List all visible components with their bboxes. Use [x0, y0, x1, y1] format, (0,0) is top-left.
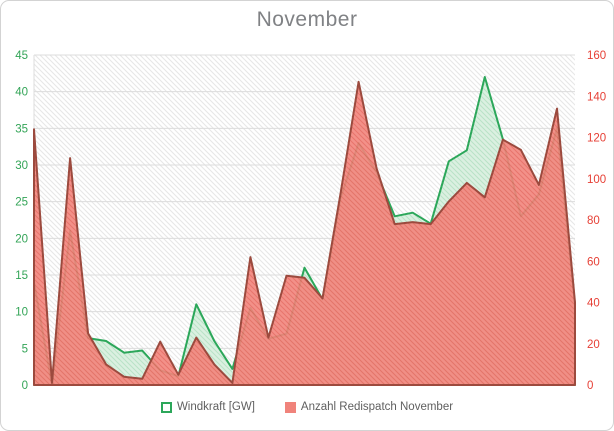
svg-text:30: 30 [15, 160, 28, 172]
svg-text:20: 20 [15, 233, 28, 245]
redispatch-legend-marker-icon [284, 401, 296, 413]
svg-text:35: 35 [15, 123, 28, 135]
svg-text:80: 80 [587, 215, 600, 227]
svg-text:25: 25 [15, 197, 28, 209]
svg-text:0: 0 [587, 380, 593, 392]
svg-text:10: 10 [15, 307, 28, 319]
windkraft-legend-marker-icon [160, 401, 172, 413]
svg-text:45: 45 [15, 50, 28, 62]
legend: Windkraft [GW] Anzahl Redispatch Novembe… [1, 401, 613, 413]
legend-item-redispatch[interactable]: Anzahl Redispatch November [284, 401, 454, 413]
left-axis-labels: 45 40 35 30 25 20 15 10 5 0 [15, 50, 28, 392]
svg-text:5: 5 [22, 343, 28, 355]
right-axis-labels: 160 140 120 100 80 60 40 20 0 [587, 50, 606, 392]
svg-text:40: 40 [15, 87, 28, 99]
area-series [33, 76, 576, 386]
svg-text:15: 15 [15, 270, 28, 282]
legend-label: Windkraft [GW] [176, 401, 255, 413]
svg-text:160: 160 [587, 50, 606, 62]
svg-text:40: 40 [587, 298, 600, 310]
chart-title: November [256, 8, 358, 31]
svg-text:0: 0 [22, 380, 28, 392]
legend-item-windkraft[interactable]: Windkraft [GW] [160, 401, 255, 413]
svg-text:140: 140 [587, 91, 606, 103]
svg-text:120: 120 [587, 133, 606, 145]
svg-text:100: 100 [587, 174, 606, 186]
svg-text:20: 20 [587, 339, 600, 351]
legend-label: Anzahl Redispatch November [300, 401, 454, 413]
svg-text:60: 60 [587, 256, 600, 268]
